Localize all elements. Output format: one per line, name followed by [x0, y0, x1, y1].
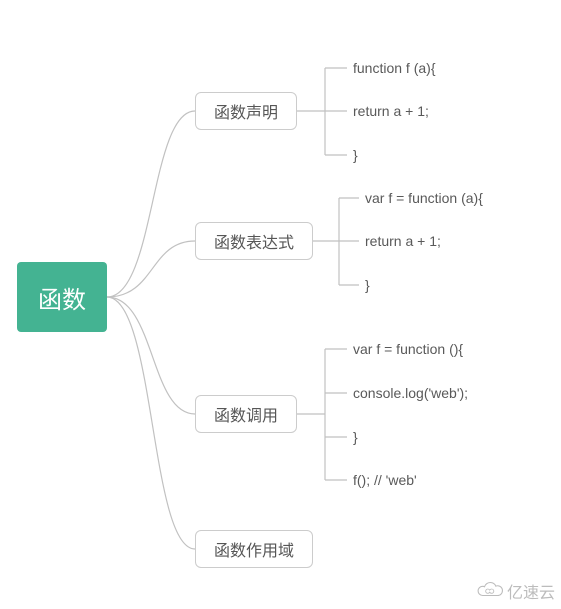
branch-node-expr: 函数表达式 — [195, 222, 313, 260]
leaf-text: var f = function (a){ — [365, 190, 483, 206]
leaf-text: console.log('web'); — [353, 385, 468, 401]
watermark: 亿速云 — [477, 579, 555, 603]
mindmap-canvas: 函数 函数声明函数表达式函数调用函数作用域 function f (a){ ret… — [0, 0, 561, 609]
leaf-text: function f (a){ — [353, 60, 436, 76]
branch-node-decl: 函数声明 — [195, 92, 297, 130]
branch-node-scope: 函数作用域 — [195, 530, 313, 568]
branch-label: 函数作用域 — [214, 537, 294, 561]
leaf-text: } — [353, 147, 358, 163]
watermark-text: 亿速云 — [507, 579, 555, 603]
branch-label: 函数调用 — [214, 402, 278, 426]
cloud-infinity-icon — [477, 580, 503, 603]
branch-label: 函数声明 — [214, 99, 278, 123]
leaf-text: var f = function (){ — [353, 341, 463, 357]
root-node: 函数 — [17, 262, 107, 332]
leaf-text: f(); // 'web' — [353, 472, 417, 488]
branch-label: 函数表达式 — [214, 229, 294, 253]
branch-node-call: 函数调用 — [195, 395, 297, 433]
root-label: 函数 — [38, 280, 86, 315]
leaf-text: } — [353, 429, 358, 445]
leaf-text: return a + 1; — [365, 233, 441, 249]
leaf-text: } — [365, 277, 370, 293]
leaf-text: return a + 1; — [353, 103, 429, 119]
